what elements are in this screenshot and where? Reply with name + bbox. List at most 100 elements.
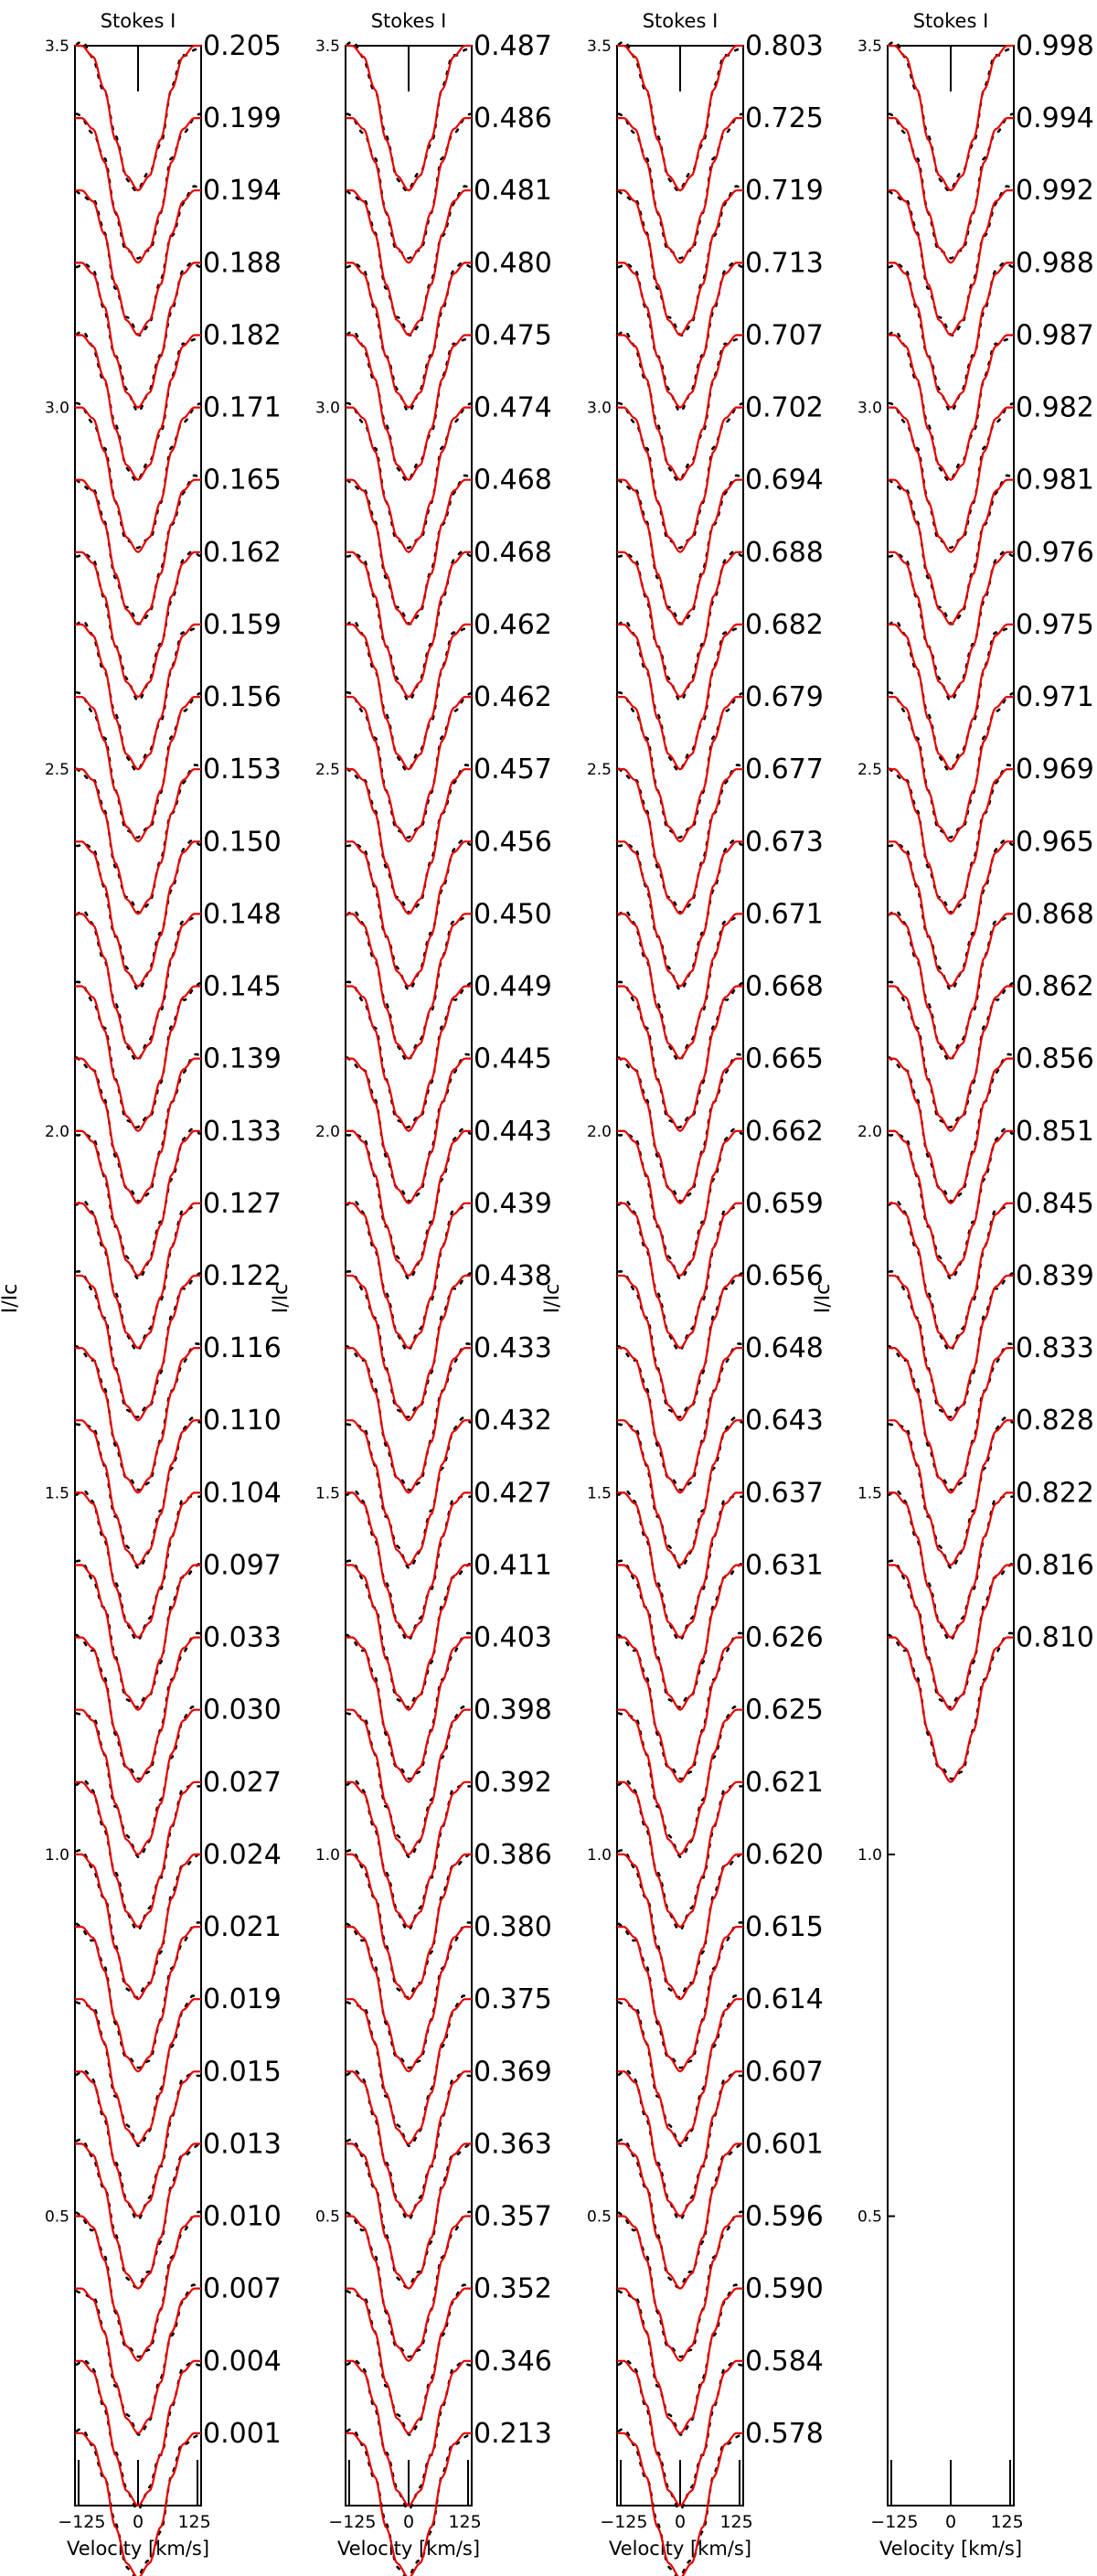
panel-4-observed-profile <box>888 764 1014 914</box>
panel-1-ylabel: I/Ic <box>0 1284 22 1313</box>
panel-4-phase-label: 0.965 <box>1016 826 1094 858</box>
panel-3-phase-label: 0.803 <box>745 30 824 62</box>
panel-1-model-profile <box>75 1780 201 1929</box>
panel-3-phase-label: 0.694 <box>745 465 824 497</box>
panel-3-model-profile <box>617 1853 743 2001</box>
panel-1-observed-profile <box>75 112 201 260</box>
panel-3-ytick-label: 3.5 <box>587 37 612 56</box>
panel-1-phase-label: 0.139 <box>203 1043 282 1075</box>
panel-3-phase-label: 0.679 <box>745 681 824 713</box>
panel-2-observed-profile <box>346 1416 472 1570</box>
panel-2-model-profile <box>346 1129 472 1277</box>
panel-1-phase-label: 0.156 <box>203 681 282 713</box>
panel-4-phase-label: 0.868 <box>1016 898 1094 930</box>
panel-2-observed-profile <box>346 261 472 413</box>
panel-1-phase-label: 0.027 <box>203 1767 282 1799</box>
panel-3-model-profile <box>617 1347 743 1494</box>
panel-4-model-profile <box>888 550 1014 699</box>
panel-2-model-profile <box>346 334 472 481</box>
panel-2-phase-label: 0.346 <box>474 2346 552 2378</box>
panel-1-phase-label: 0.110 <box>203 1405 282 1437</box>
panel-3-phase-label: 0.615 <box>745 1911 824 1943</box>
panel-1-phase-label: 0.182 <box>203 319 282 351</box>
panel-1-phase-label: 0.004 <box>203 2346 282 2378</box>
panel-4-phase-label: 0.969 <box>1016 754 1094 786</box>
panel-3-model-profile <box>617 1491 743 1639</box>
panel-3-model-profile <box>617 550 743 699</box>
panel-1-model-profile <box>75 1347 201 1494</box>
panel-2-model-profile <box>346 1564 472 1711</box>
panel-2-phase-label: 0.386 <box>474 1839 552 1871</box>
panel-3-observed-profile <box>617 40 743 193</box>
panel-2-observed-profile <box>346 839 472 992</box>
panel-4-ytick-label: 2.0 <box>857 1123 882 1141</box>
panel-3-model-profile <box>617 1708 743 1856</box>
panel-2-ytick-label: 2.0 <box>315 1123 340 1141</box>
panel-1-model-profile <box>75 2287 201 2435</box>
panel-4-phase-label: 0.998 <box>1016 30 1094 62</box>
panel-1-phase-label: 0.030 <box>203 1694 282 1726</box>
panel-3-phase-label: 0.677 <box>745 754 824 786</box>
panel-3-observed-profile <box>617 1921 743 2069</box>
panel-3-ytick-label: 1.0 <box>587 1846 612 1865</box>
panel-2-observed-profile <box>346 1921 472 2069</box>
panel-4-ylabel: I/Ic <box>812 1284 835 1313</box>
panel-3-model-profile <box>617 2432 743 2576</box>
panel-4-phase-label: 0.975 <box>1016 609 1094 641</box>
panel-1-observed-profile <box>75 550 201 703</box>
panel-2-phase-label: 0.375 <box>474 1983 552 2015</box>
panel-3-xtick-label: −125 <box>600 2512 647 2532</box>
panel-3-model-profile <box>617 840 743 988</box>
panel-1-phase-label: 0.019 <box>203 1983 282 2015</box>
panel-3-phase-label: 0.621 <box>745 1767 824 1799</box>
panel-2-phase-label: 0.213 <box>474 2418 552 2450</box>
panel-2-ytick-label: 3.0 <box>315 400 340 418</box>
panel-1-phase-label: 0.165 <box>203 465 282 497</box>
panel-1-title: Stokes I <box>101 10 176 32</box>
panel-4-model-profile <box>888 1347 1014 1494</box>
panel-4-observed-profile <box>888 980 1014 1128</box>
panel-2-phase-label: 0.468 <box>474 465 552 497</box>
panel-3-xlabel: Velocity [km/s] <box>609 2538 751 2560</box>
panel-1-phase-label: 0.010 <box>203 2201 282 2233</box>
panel-2-ytick-label: 2.5 <box>315 761 340 779</box>
panel-1-model-profile <box>75 1926 201 2073</box>
panel-3-model-profile <box>617 262 743 409</box>
panel-4-phase-label: 0.982 <box>1016 392 1094 424</box>
panel-2-phase-label: 0.486 <box>474 102 552 134</box>
panel-1-phase-label: 0.159 <box>203 609 282 641</box>
panel-3-phase-label: 0.659 <box>745 1188 824 1220</box>
panel-3-observed-profile <box>617 2138 743 2289</box>
panel-4-ytick-label: 3.0 <box>857 400 882 418</box>
panel-1-model-profile <box>75 2143 201 2290</box>
panel-4-observed-profile <box>888 40 1014 193</box>
panel-4-observed-profile <box>888 1342 1014 1491</box>
panel-2-model-profile <box>346 117 472 264</box>
panel-3-model-profile <box>617 1636 743 1784</box>
panel-1-model-profile <box>75 913 201 1060</box>
panel-1-observed-profile <box>75 185 201 337</box>
panel-2-model-profile <box>346 840 472 988</box>
panel-3-observed-profile <box>617 1342 743 1491</box>
panel-1-observed-profile <box>75 619 201 773</box>
panel-4-title: Stokes I <box>913 10 989 32</box>
panel-1-phase-label: 0.205 <box>203 30 282 62</box>
panel-3-phase-label: 0.643 <box>745 1405 824 1437</box>
panel-2-model-profile <box>346 1347 472 1494</box>
panel-4-model-profile <box>888 768 1014 915</box>
panel-4-phase-label: 0.988 <box>1016 247 1094 279</box>
panel-1-model-profile <box>75 985 201 1133</box>
panel-2-phase-label: 0.450 <box>474 898 552 930</box>
panel-1-observed-profile <box>75 329 201 483</box>
panel-2-model-profile <box>346 2359 472 2507</box>
panel-4-xtick-label: 125 <box>990 2512 1023 2532</box>
panel-4-model-profile <box>888 334 1014 481</box>
panel-1-phase-label: 0.033 <box>203 1622 282 1654</box>
panel-4-ytick-label: 0.5 <box>857 2208 882 2227</box>
panel-3-observed-profile <box>617 1053 743 1203</box>
panel-1-observed-profile <box>75 1053 201 1203</box>
panel-2-phase-label: 0.380 <box>474 1911 552 1943</box>
panel-3-phase-label: 0.631 <box>745 1549 824 1581</box>
panel-3-phase-label: 0.725 <box>745 102 824 134</box>
